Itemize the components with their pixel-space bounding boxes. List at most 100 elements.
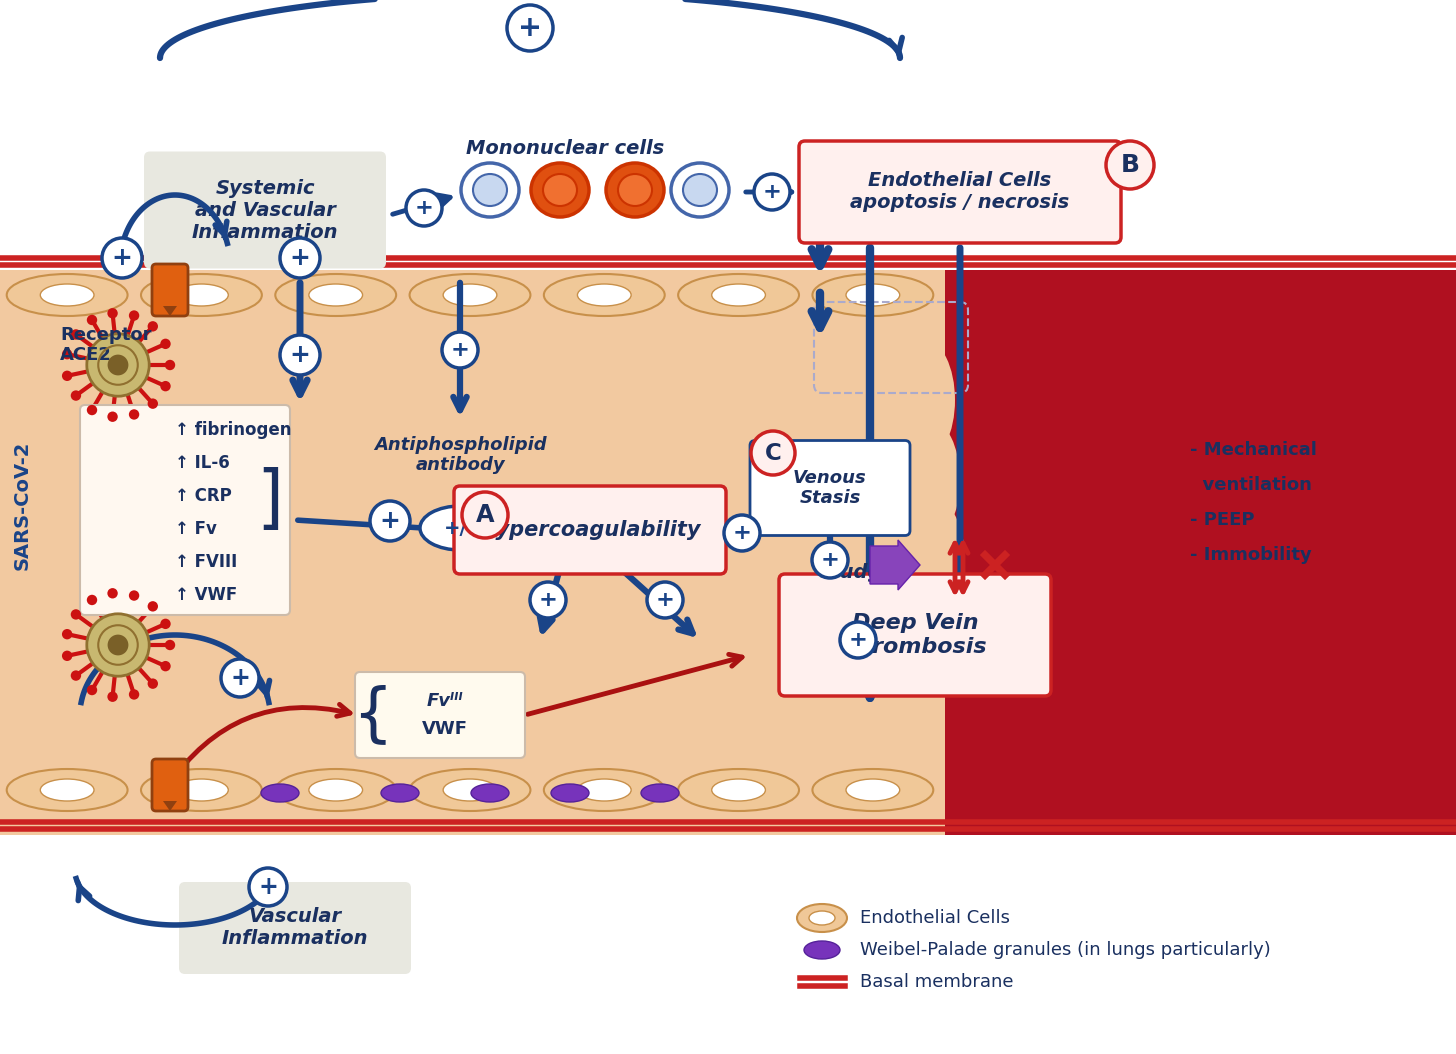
- Text: ↑ FVIII: ↑ FVIII: [175, 553, 237, 571]
- Circle shape: [280, 335, 320, 375]
- Circle shape: [63, 629, 73, 640]
- Circle shape: [108, 635, 128, 656]
- Circle shape: [87, 685, 98, 696]
- Circle shape: [87, 594, 98, 605]
- Text: +: +: [112, 246, 132, 270]
- Circle shape: [160, 380, 170, 391]
- Text: +: +: [849, 630, 868, 650]
- Ellipse shape: [678, 274, 799, 316]
- Ellipse shape: [462, 163, 518, 217]
- Circle shape: [406, 190, 443, 226]
- Text: Antiphospholipid
antibody: Antiphospholipid antibody: [374, 435, 546, 474]
- Ellipse shape: [846, 779, 900, 801]
- Text: Venous
Stasis: Venous Stasis: [794, 469, 866, 507]
- Circle shape: [160, 338, 170, 349]
- Ellipse shape: [900, 419, 960, 540]
- Text: +: +: [415, 198, 434, 218]
- Circle shape: [221, 659, 259, 697]
- Ellipse shape: [419, 506, 499, 550]
- Text: Sludge: Sludge: [820, 563, 895, 582]
- FancyBboxPatch shape: [750, 441, 910, 535]
- Text: +: +: [230, 666, 250, 690]
- Circle shape: [147, 321, 159, 332]
- Circle shape: [108, 588, 118, 599]
- Circle shape: [71, 329, 82, 339]
- Text: Vascular
Inflammation: Vascular Inflammation: [221, 907, 368, 949]
- Circle shape: [840, 622, 877, 658]
- Text: Fᴠᴵᴵᴵ: Fᴠᴵᴵᴵ: [427, 692, 463, 710]
- Text: B: B: [1121, 153, 1140, 177]
- Ellipse shape: [712, 284, 766, 306]
- Text: Endothelial Cells: Endothelial Cells: [860, 909, 1010, 928]
- Ellipse shape: [671, 163, 729, 217]
- Circle shape: [370, 501, 411, 541]
- Text: +/-: +/-: [444, 519, 476, 538]
- Circle shape: [63, 371, 73, 380]
- Circle shape: [147, 601, 159, 611]
- Ellipse shape: [578, 779, 630, 801]
- Ellipse shape: [617, 174, 652, 206]
- Circle shape: [165, 359, 175, 370]
- Circle shape: [507, 5, 553, 51]
- FancyBboxPatch shape: [144, 152, 386, 269]
- Circle shape: [108, 411, 118, 422]
- Ellipse shape: [309, 779, 363, 801]
- Text: Systemic
and Vascular
Inflammation: Systemic and Vascular Inflammation: [192, 178, 338, 241]
- Text: ↑ Fv: ↑ Fv: [175, 520, 217, 538]
- Ellipse shape: [641, 784, 678, 802]
- Ellipse shape: [683, 174, 716, 206]
- Text: - Immobility: - Immobility: [1190, 546, 1312, 564]
- Circle shape: [71, 390, 82, 401]
- Text: ventilation: ventilation: [1190, 476, 1312, 494]
- Text: +: +: [732, 523, 751, 543]
- Circle shape: [71, 609, 82, 620]
- Circle shape: [147, 398, 159, 409]
- Ellipse shape: [41, 284, 95, 306]
- Ellipse shape: [906, 500, 965, 620]
- Text: ↑ IL-6: ↑ IL-6: [175, 454, 230, 472]
- Circle shape: [530, 582, 566, 618]
- Ellipse shape: [443, 284, 496, 306]
- Text: VWF: VWF: [422, 720, 467, 738]
- Ellipse shape: [41, 779, 95, 801]
- Text: +: +: [655, 590, 674, 610]
- Circle shape: [1107, 141, 1155, 189]
- Text: Endothelial Cells
apoptosis / necrosis: Endothelial Cells apoptosis / necrosis: [850, 172, 1070, 213]
- Text: +: +: [290, 246, 310, 270]
- Text: ]: ]: [256, 467, 284, 533]
- Ellipse shape: [712, 779, 766, 801]
- Circle shape: [160, 619, 170, 629]
- Ellipse shape: [175, 284, 229, 306]
- Circle shape: [443, 332, 478, 368]
- Ellipse shape: [578, 284, 630, 306]
- FancyBboxPatch shape: [799, 141, 1121, 243]
- Circle shape: [108, 691, 118, 702]
- Ellipse shape: [409, 769, 530, 811]
- Text: Receptor
ACE2: Receptor ACE2: [60, 326, 151, 365]
- Ellipse shape: [550, 784, 590, 802]
- Circle shape: [102, 238, 143, 278]
- Circle shape: [87, 613, 149, 677]
- Ellipse shape: [141, 769, 262, 811]
- Ellipse shape: [531, 163, 590, 217]
- Ellipse shape: [309, 284, 363, 306]
- Circle shape: [160, 661, 170, 671]
- Ellipse shape: [846, 284, 900, 306]
- Text: Mononuclear cells: Mononuclear cells: [466, 138, 664, 157]
- Circle shape: [812, 542, 847, 578]
- Circle shape: [147, 679, 159, 689]
- Circle shape: [71, 670, 82, 681]
- Text: SARS-CoV-2: SARS-CoV-2: [13, 441, 32, 570]
- Text: Basal membrane: Basal membrane: [860, 973, 1013, 991]
- Circle shape: [130, 590, 140, 601]
- Text: ↑ fibrinogen: ↑ fibrinogen: [175, 421, 291, 440]
- Ellipse shape: [175, 779, 229, 801]
- FancyBboxPatch shape: [179, 882, 411, 974]
- Ellipse shape: [7, 274, 128, 316]
- Text: Hypercoagulability: Hypercoagulability: [479, 520, 702, 540]
- Circle shape: [646, 582, 683, 618]
- FancyBboxPatch shape: [151, 759, 188, 811]
- Ellipse shape: [470, 784, 510, 802]
- Ellipse shape: [543, 174, 577, 206]
- Ellipse shape: [473, 174, 507, 206]
